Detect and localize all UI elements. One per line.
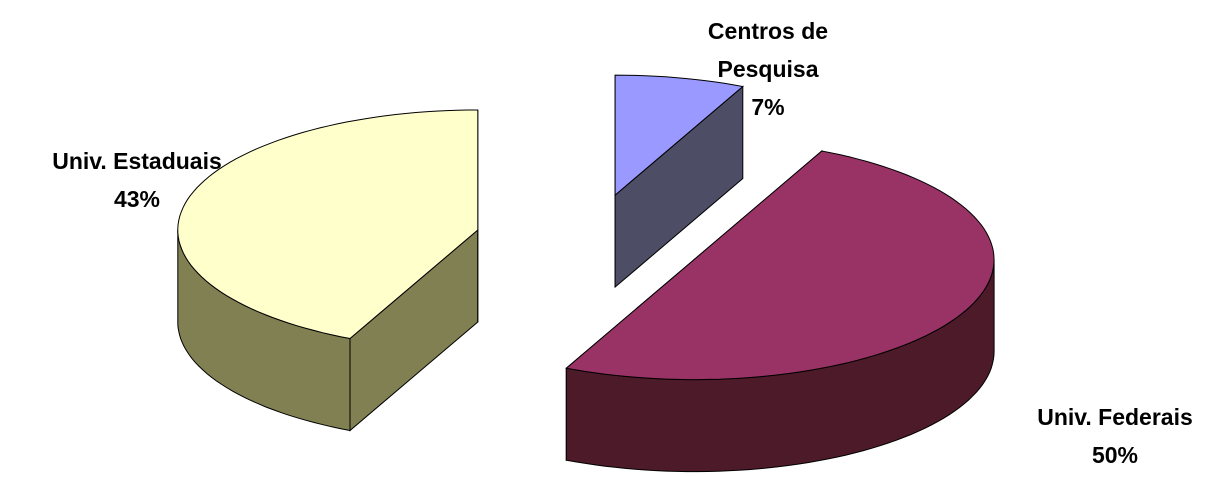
- category-label: Centros de Pesquisa: [707, 18, 829, 82]
- category-label: Univ. Federais: [1037, 404, 1193, 430]
- slice-label: Univ. Estaduais 43%: [42, 142, 232, 218]
- slice: [177, 109, 479, 340]
- value-label: 50%: [1091, 442, 1139, 468]
- value-label: 43%: [113, 186, 161, 212]
- slice: [565, 150, 995, 381]
- value-label: 7%: [751, 94, 785, 120]
- slice: [614, 74, 744, 197]
- category-label: Univ. Estaduais: [52, 148, 222, 174]
- slice-label: Univ. Federais 50%: [1020, 398, 1210, 474]
- slice-label: Centros de Pesquisa 7%: [673, 12, 863, 126]
